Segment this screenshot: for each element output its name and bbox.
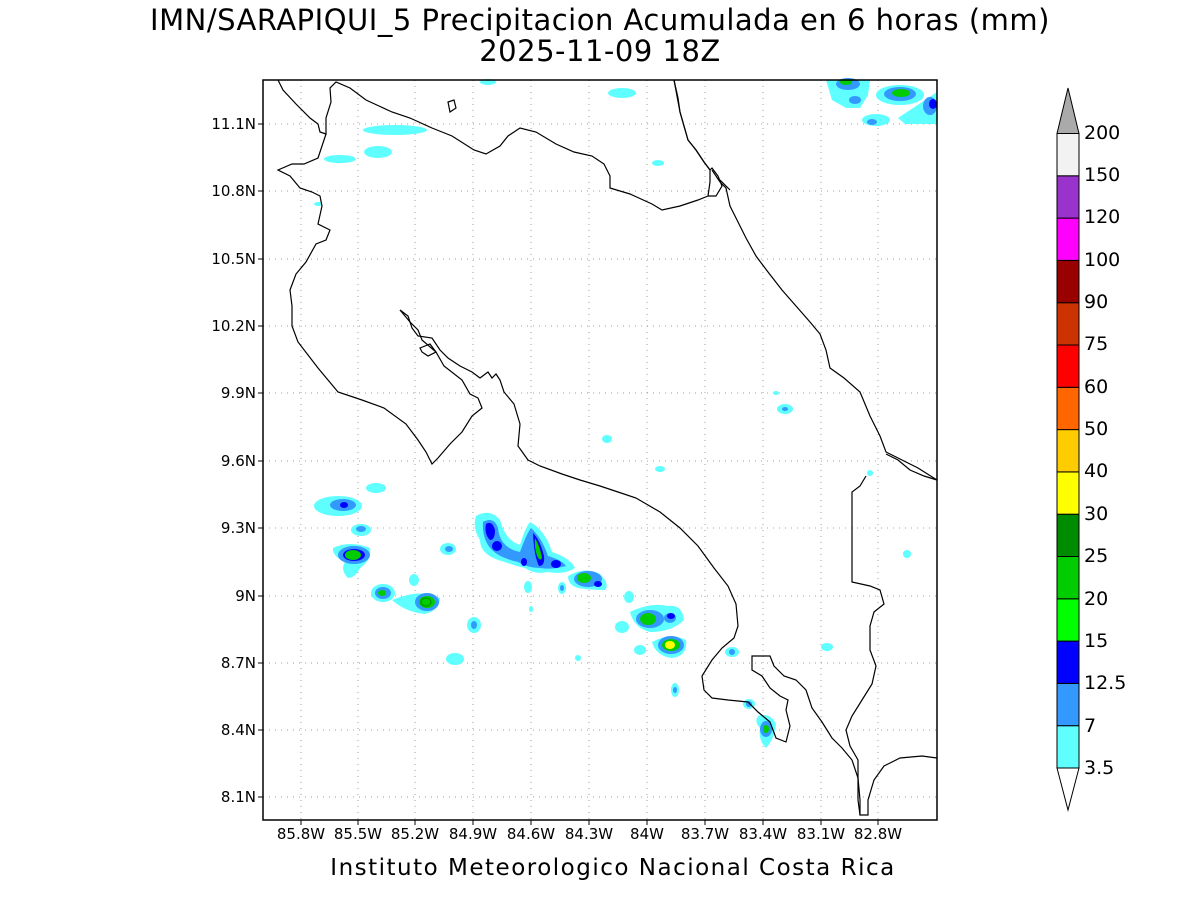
lat-label: 8.7N [220, 654, 256, 672]
colorbar-swatch [1056, 471, 1080, 515]
colorbar-swatch [1056, 556, 1080, 600]
map-frame [262, 79, 938, 821]
colorbar-upper-triangle [1056, 87, 1080, 134]
colorbar-label: 50 [1084, 418, 1109, 440]
lon-label: 82.8W [853, 825, 903, 843]
lon-label: 83.1W [796, 825, 846, 843]
colorbar-swatch [1056, 133, 1080, 177]
colorbar-swatch [1056, 344, 1080, 388]
lon-label: 84W [630, 825, 664, 843]
colorbar-label: 3.5 [1084, 757, 1115, 779]
colorbar-label: 15 [1084, 630, 1109, 652]
colorbar-swatch [1056, 217, 1080, 261]
lon-label: 83.4W [738, 825, 788, 843]
lat-label: 9N [235, 587, 256, 605]
colorbar-swatch [1056, 386, 1080, 431]
colorbar-label: 40 [1084, 460, 1109, 482]
colorbar-label: 7 [1084, 715, 1097, 737]
border-lines [673, 79, 885, 816]
lon-label: 85.8W [276, 825, 326, 843]
lat-label: 9.6N [220, 452, 256, 470]
coastline [276, 79, 938, 816]
colorbar-swatch [1056, 725, 1080, 769]
axis-ticks [258, 123, 879, 825]
colorbar-swatch [1056, 302, 1080, 346]
map-title: IMN/SARAPIQUI_5 Precipitacion Acumulada … [150, 3, 1050, 37]
colorbar-label: 30 [1084, 503, 1109, 525]
colorbar-label: 25 [1084, 545, 1109, 567]
colorbar-label: 60 [1084, 376, 1109, 398]
map-grid [263, 80, 937, 820]
colorbar-label: 150 [1084, 164, 1121, 186]
colorbar-label: 20 [1084, 588, 1109, 610]
colorbar-label: 200 [1084, 122, 1121, 144]
precipitation-colorbar [1056, 87, 1080, 812]
colorbar-swatch [1056, 598, 1080, 642]
colorbar-label: 12.5 [1084, 672, 1127, 694]
lat-label: 8.1N [220, 788, 256, 806]
lon-label: 84.3W [564, 825, 614, 843]
lat-label: 10.5N [211, 250, 256, 268]
colorbar-lower-triangle [1056, 767, 1080, 812]
colorbar-swatch [1056, 175, 1080, 219]
lon-label: 85.5W [333, 825, 383, 843]
colorbar-label: 100 [1084, 249, 1121, 271]
lat-label: 8.4N [220, 721, 256, 739]
lon-label: 83.7W [680, 825, 730, 843]
colorbar-swatch [1056, 640, 1080, 684]
lat-label: 11.1N [211, 115, 256, 133]
colorbar-swatch [1056, 513, 1080, 558]
lat-label: 10.2N [211, 317, 256, 335]
colorbar-label: 120 [1084, 206, 1121, 228]
lat-label: 10.8N [211, 182, 256, 200]
lat-label: 9.9N [220, 384, 256, 402]
map-subtitle-datetime: 2025-11-09 18Z [479, 34, 721, 68]
lon-label: 84.9W [448, 825, 498, 843]
lon-label: 85.2W [390, 825, 440, 843]
colorbar-swatch [1056, 682, 1080, 727]
colorbar-label: 75 [1084, 333, 1109, 355]
colorbar-swatch [1056, 429, 1080, 473]
colorbar-label: 90 [1084, 291, 1109, 313]
precipitation-field [314, 78, 937, 748]
lake-outline [419, 99, 457, 357]
lat-label: 9.3N [220, 519, 256, 537]
lon-label: 84.6W [506, 825, 556, 843]
institution-credit: Instituto Meteorologico Nacional Costa R… [330, 855, 896, 881]
colorbar-swatch [1056, 259, 1080, 304]
